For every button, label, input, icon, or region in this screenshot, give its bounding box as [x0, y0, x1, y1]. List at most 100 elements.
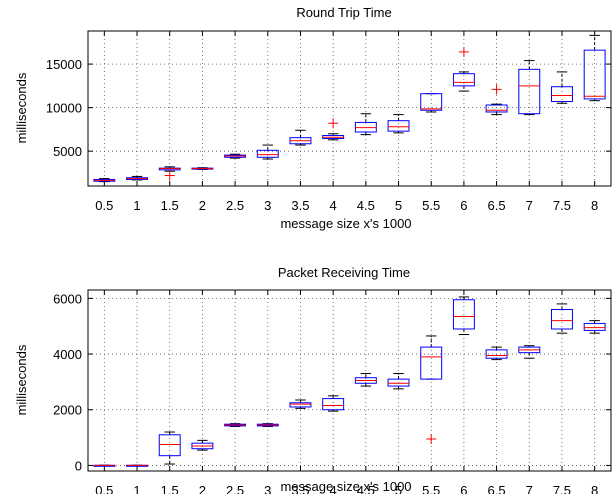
box-4.5	[354, 113, 377, 136]
x-tick-label: 7	[526, 483, 533, 494]
outlier-marker	[328, 118, 339, 129]
y-tick-label: 15000	[46, 57, 82, 72]
box-iqr	[289, 402, 312, 408]
x-tick-label: 4.5	[357, 198, 375, 213]
x-tick-label: 6.5	[488, 483, 506, 494]
x-tick-label: 6	[460, 198, 467, 213]
chart-round-trip-time: Round Trip Time 5000 10000 15000 0.5 1 1.5 2 2…	[14, 5, 612, 231]
box-7.5	[551, 71, 573, 104]
x-tick-label: 3	[264, 198, 271, 213]
x-ticks: 0.5 1 1.5 2 2.5 3 3.5 4 4.5 5 5.5 6 6.5 7 7.5 8	[95, 290, 598, 494]
box-5	[387, 373, 410, 390]
x-tick-label: 8	[591, 483, 598, 494]
y-tick-label: 4000	[53, 347, 82, 362]
box-iqr	[420, 346, 443, 380]
x-tick-label: 5.5	[422, 483, 440, 494]
plot-frame	[87, 30, 612, 187]
x-tick-label: 4	[330, 198, 337, 213]
y-tick-label: 0	[75, 458, 82, 473]
chart-title: Round Trip Time	[296, 5, 391, 20]
box-7	[518, 60, 541, 116]
outlier-marker	[426, 433, 437, 444]
box-6	[452, 46, 475, 92]
boxes	[93, 34, 606, 183]
x-tick-label: 5	[395, 198, 402, 213]
box-iqr	[551, 86, 573, 103]
x-axis-label: message size x's 1000	[280, 216, 411, 231]
x-tick-label: 1	[133, 483, 140, 494]
box-4	[322, 395, 345, 412]
box-4.5	[354, 373, 377, 387]
box-iqr	[387, 120, 410, 132]
box-2	[191, 439, 214, 451]
box-2.5	[224, 423, 247, 427]
x-tick-label: 3.5	[291, 483, 309, 494]
x-tick-label: 2.5	[226, 483, 244, 494]
y-axis-label: milliseconds	[14, 72, 29, 143]
box-1.5	[158, 431, 181, 465]
box-6.5	[485, 84, 508, 116]
box-iqr	[583, 322, 606, 331]
x-tick-label: 5	[395, 483, 402, 494]
x-tick-label: 1.5	[161, 198, 179, 213]
y-ticks: 0 2000 4000 6000	[53, 291, 611, 473]
x-tick-label: 6.5	[488, 198, 506, 213]
x-ticks: 0.5 1 1.5 2 2.5 3 3.5 4 4.5 5 5.5 6 6.5 7 7.5 8	[95, 31, 598, 213]
outlier-marker	[458, 46, 469, 57]
x-tick-label: 8	[591, 198, 598, 213]
grid	[88, 290, 611, 471]
box-iqr	[322, 398, 345, 411]
box-7.5	[551, 303, 573, 334]
box-2.5	[224, 153, 247, 159]
boxes	[93, 296, 606, 467]
box-iqr	[452, 299, 475, 330]
box-5.5	[420, 335, 443, 444]
box-1	[126, 175, 148, 181]
x-axis-label: message size x's 1000	[280, 479, 411, 494]
box-6.5	[485, 346, 508, 361]
y-tick-label: 2000	[53, 403, 82, 418]
x-tick-label: 3.5	[291, 198, 309, 213]
box-iqr	[452, 73, 475, 87]
box-3	[256, 144, 279, 160]
chart-title: Packet Receiving Time	[278, 265, 410, 280]
box-iqr	[158, 434, 181, 457]
box-5	[387, 114, 410, 134]
x-tick-label: 2.5	[226, 198, 244, 213]
box-8	[583, 34, 606, 102]
y-tick-label: 10000	[46, 101, 82, 116]
box-2	[191, 167, 214, 170]
box-iqr	[256, 149, 279, 158]
chart-packet-receiving-time: Packet Receiving Time 0 2000 4000 6000 0.5 1…	[14, 265, 612, 494]
box-iqr	[485, 104, 508, 113]
box-iqr	[485, 349, 508, 359]
x-tick-label: 4	[330, 483, 337, 494]
box-1.5	[158, 166, 181, 181]
box-iqr	[551, 308, 573, 330]
box-4	[322, 118, 345, 141]
box-3.5	[289, 399, 312, 409]
box-8	[583, 320, 606, 334]
x-tick-label: 0.5	[95, 198, 113, 213]
box-6	[452, 296, 475, 336]
x-tick-label: 1	[133, 198, 140, 213]
x-tick-label: 3	[264, 483, 271, 494]
y-axis-label: milliseconds	[14, 344, 29, 415]
y-ticks: 5000 10000 15000	[46, 57, 611, 159]
box-iqr	[518, 68, 541, 115]
x-tick-label: 0.5	[95, 483, 113, 494]
outlier-marker	[164, 170, 175, 181]
box-3	[256, 423, 279, 427]
box-3.5	[289, 129, 312, 146]
plot-frame	[87, 289, 612, 472]
x-tick-label: 5.5	[422, 198, 440, 213]
x-tick-label: 2	[199, 483, 206, 494]
box-7	[518, 345, 541, 359]
box-5.5	[420, 93, 443, 113]
x-tick-label: 7	[526, 198, 533, 213]
box-iqr	[420, 93, 443, 111]
y-tick-label: 5000	[53, 144, 82, 159]
box-iqr	[583, 49, 606, 100]
x-tick-label: 7.5	[553, 483, 571, 494]
